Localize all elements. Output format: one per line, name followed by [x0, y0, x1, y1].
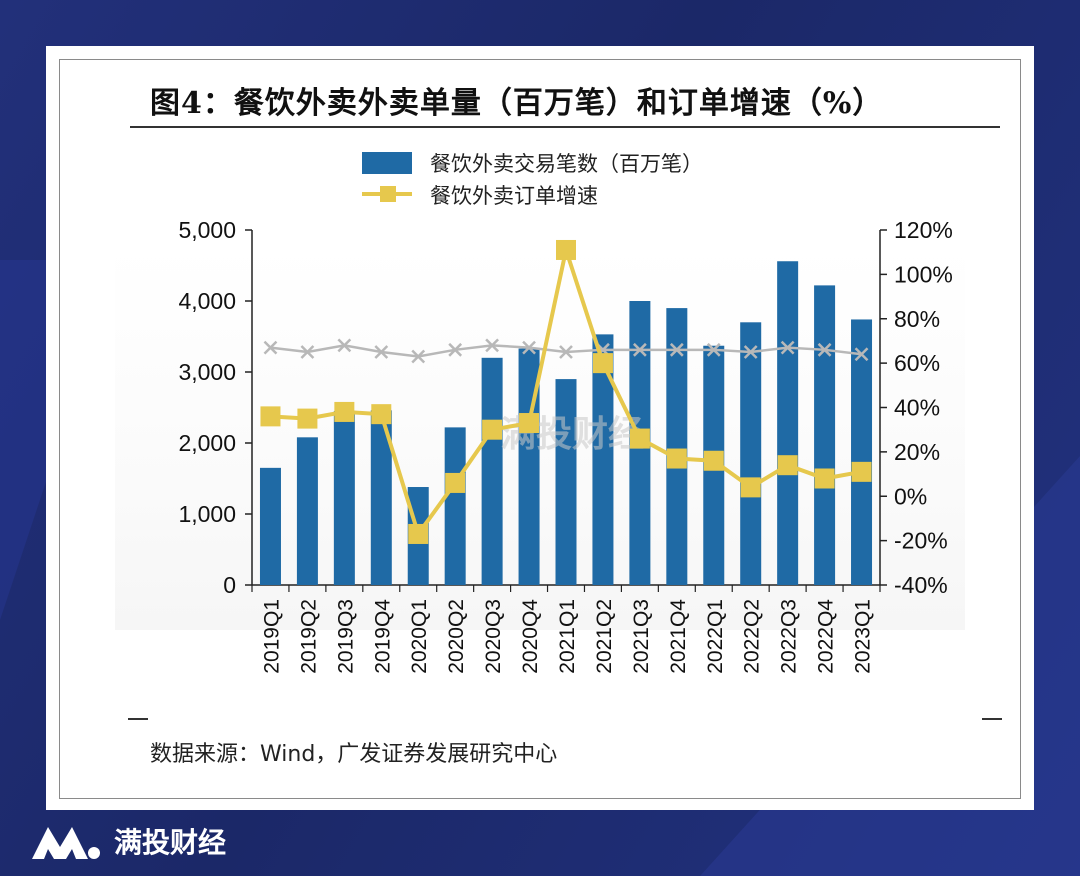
growth-point-2022Q2: [740, 477, 761, 498]
bar-2019Q2: [296, 437, 318, 585]
y-left-tick-label: 1,000: [178, 501, 236, 527]
ghost-marker: [743, 345, 758, 359]
x-tick-label-2022Q3: 2022Q3: [778, 599, 801, 674]
growth-point-2019Q1: [260, 406, 281, 427]
bar-2020Q3: [481, 357, 503, 585]
bar-2021Q2: [592, 334, 614, 585]
growth-point-2023Q1: [851, 461, 872, 482]
ghost-marker: [632, 342, 647, 357]
bar-2022Q2: [740, 322, 762, 585]
y-right-tick-label: 100%: [894, 261, 953, 287]
footer-dash-left: [128, 718, 148, 720]
growth-point-2022Q3: [777, 455, 798, 476]
bar-2022Q4: [814, 285, 836, 585]
y-right-tick-label: 20%: [894, 439, 940, 465]
ghost-marker: [669, 342, 684, 357]
x-tick-label-2021Q1: 2021Q1: [556, 599, 579, 674]
legend-bar-swatch: [362, 152, 412, 174]
x-tick-label-2021Q3: 2021Q3: [630, 599, 653, 674]
bar-2021Q4: [666, 308, 688, 585]
ghost-marker: [817, 342, 832, 357]
ghost-marker: [411, 349, 426, 364]
ghost-marker: [374, 345, 389, 359]
x-tick-label-2019Q4: 2019Q4: [371, 599, 394, 674]
legend-line-marker: [380, 186, 396, 202]
ghost-marker: [854, 347, 869, 362]
growth-point-2019Q2: [297, 408, 318, 429]
figure-frame: [59, 59, 1021, 799]
growth-point-2020Q4: [519, 413, 540, 434]
legend: 餐饮外卖交易笔数（百万笔） 餐饮外卖订单增速: [362, 152, 703, 208]
y-right-tick-label: 0%: [894, 483, 927, 509]
chart-title: 图4：餐饮外卖外卖单量（百万笔）和订单增速（%）: [150, 86, 884, 121]
brand-name: 满投财经: [114, 826, 227, 859]
data-source: 数据来源：Wind，广发证券发展研究中心: [150, 742, 558, 767]
ghost-line: [263, 338, 869, 364]
ghost-marker: [300, 345, 315, 359]
y-left-tick-label: 5,000: [178, 217, 236, 243]
title-rule: [130, 126, 1000, 128]
axes: 0 1,000 2,000 3,000 4,000 5,000 -40% -20% 0% 20% 4…: [178, 217, 952, 598]
bar-2019Q4: [370, 410, 392, 585]
bar-2020Q2: [444, 427, 466, 585]
growth-point-2019Q3: [334, 401, 355, 422]
brand-logo: 满投财经: [30, 818, 226, 864]
x-tick-label-2022Q2: 2022Q2: [741, 599, 764, 674]
y-right-tick-label: -40%: [894, 572, 948, 598]
bar-2021Q1: [555, 379, 577, 585]
ghost-marker: [485, 338, 500, 353]
x-tick-label-2020Q2: 2020Q2: [445, 599, 468, 674]
x-tick-label-2019Q1: 2019Q1: [260, 599, 283, 674]
y-right-tick-label: 80%: [894, 306, 940, 332]
y-right-tick-label: -20%: [894, 528, 948, 554]
legend-line-label: 餐饮外卖订单增速: [430, 185, 598, 208]
y-right-tick-label: 120%: [894, 217, 953, 243]
growth-point-2019Q4: [371, 404, 392, 425]
x-tick-label-2023Q1: 2023Q1: [852, 599, 875, 674]
ghost-marker: [522, 340, 536, 355]
bar-2019Q3: [333, 411, 355, 585]
y-left-tick-label: 2,000: [178, 430, 236, 456]
x-tick-label-2020Q3: 2020Q3: [482, 599, 505, 674]
bar-2023Q1: [851, 319, 873, 585]
growth-point-2021Q4: [666, 448, 687, 469]
x-tick-labels: 2019Q1 2019Q2 2019Q3 2019Q4 2020Q1 2020Q2 2020…: [260, 599, 874, 674]
x-tick-label-2019Q2: 2019Q2: [297, 599, 320, 674]
ghost-marker: [559, 345, 573, 359]
y-left-tick-label: 0: [223, 572, 236, 598]
x-tick-label-2020Q1: 2020Q1: [408, 599, 431, 674]
x-tick-label-2022Q1: 2022Q1: [704, 599, 727, 674]
y-right-tick-label: 40%: [894, 395, 940, 421]
bar-2019Q1: [259, 467, 281, 585]
brand-icon: [32, 827, 100, 859]
x-tick-label-2021Q4: 2021Q4: [667, 599, 690, 674]
growth-point-2020Q3: [482, 419, 503, 440]
growth-line: [260, 239, 872, 544]
growth-point-2020Q2: [445, 472, 466, 493]
growth-point-2020Q1: [408, 523, 429, 544]
ghost-marker: [448, 342, 463, 357]
x-tick-label-2022Q4: 2022Q4: [815, 599, 838, 674]
bar-2022Q3: [777, 261, 799, 585]
ghost-marker: [337, 338, 352, 353]
growth-point-2021Q3: [629, 428, 650, 449]
x-tick-label-2021Q2: 2021Q2: [593, 599, 616, 674]
ghost-marker: [780, 340, 795, 355]
footer-dash-right: [982, 718, 1002, 720]
y-left-tick-label: 4,000: [178, 288, 236, 314]
x-tick-label-2020Q4: 2020Q4: [519, 599, 542, 674]
x-tick-label-2019Q3: 2019Q3: [334, 599, 357, 674]
ghost-marker: [706, 342, 721, 357]
y-right-tick-label: 60%: [894, 350, 940, 376]
growth-point-2021Q2: [592, 353, 613, 374]
ghost-marker: [263, 340, 278, 355]
growth-point-2022Q1: [703, 450, 724, 471]
y-left-tick-label: 3,000: [178, 359, 236, 385]
growth-point-2021Q1: [556, 239, 576, 260]
growth-point-2022Q4: [814, 468, 835, 489]
legend-bar-label: 餐饮外卖交易笔数（百万笔）: [430, 153, 703, 176]
